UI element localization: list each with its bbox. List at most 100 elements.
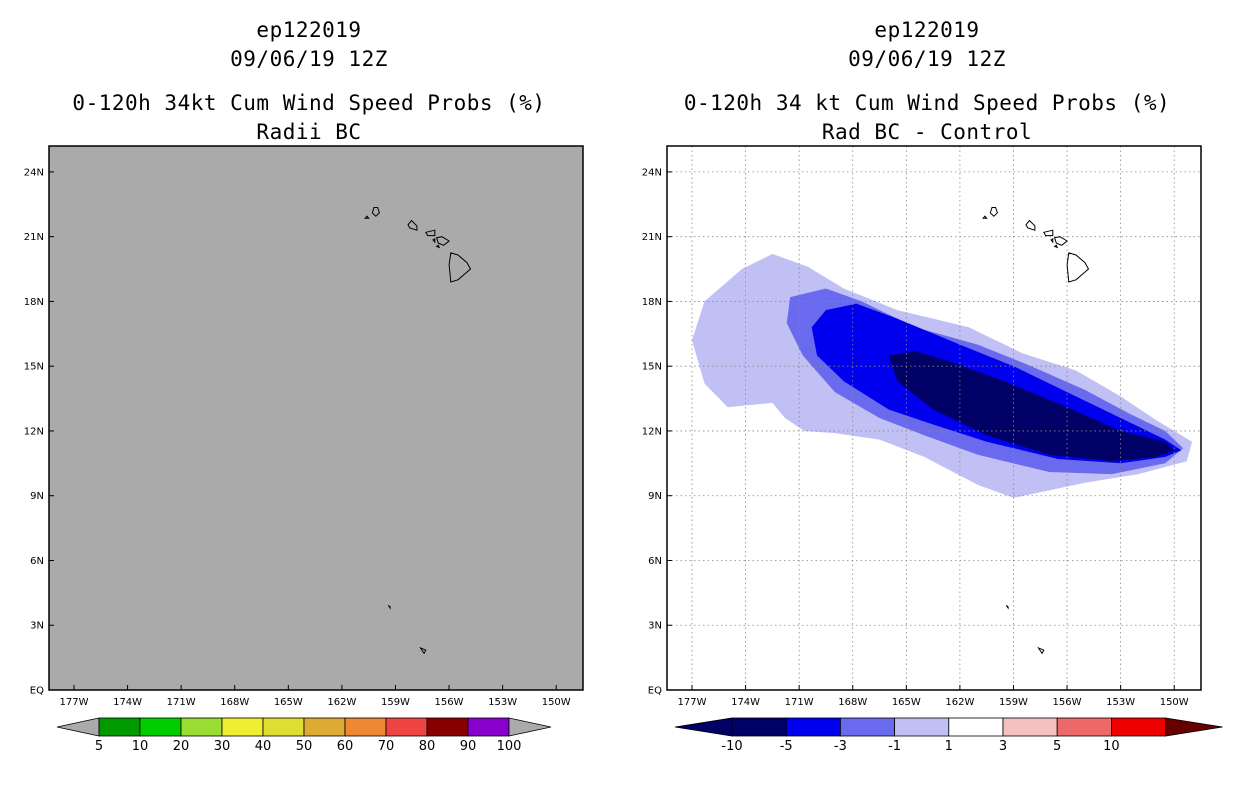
x-tick-label: 177W — [678, 697, 707, 708]
y-tick-label: 12N — [642, 426, 662, 437]
colorbar-label: 10 — [132, 739, 149, 754]
island-outline — [1053, 244, 1059, 249]
colorbar-swatch — [303, 717, 346, 737]
x-tick-label: 156W — [435, 697, 464, 708]
colorbar-swatch — [948, 717, 1004, 737]
contour-3 — [888, 351, 1175, 462]
colorbar-label: 70 — [378, 739, 395, 754]
y-tick-label: 9N — [30, 491, 44, 502]
x-tick-label: 174W — [113, 697, 142, 708]
colorbar-swatch — [180, 717, 223, 737]
colorbar-label: 90 — [460, 739, 477, 754]
colorbar-high-triangle — [508, 717, 552, 737]
island-outline — [435, 236, 450, 246]
x-tick-label: 159W — [999, 697, 1028, 708]
x-tick-label: 150W — [542, 697, 571, 708]
right-contour-group — [692, 253, 1193, 498]
y-tick-label: 15N — [642, 362, 662, 373]
y-tick-label: 18N — [24, 297, 44, 308]
colorbar-swatch — [344, 717, 387, 737]
y-tick-label: EQ — [30, 686, 44, 697]
island-outline — [1025, 219, 1036, 231]
x-tick-label: 177W — [60, 697, 89, 708]
x-tick-label: 153W — [1106, 697, 1135, 708]
island-outline — [387, 605, 391, 610]
colorbar-swatch — [731, 717, 787, 737]
colorbar-swatch — [221, 717, 264, 737]
x-tick-label: 168W — [220, 697, 249, 708]
x-tick-label: 156W — [1053, 697, 1082, 708]
island-outline — [432, 237, 436, 244]
colorbar-swatch — [139, 717, 182, 737]
left-datetime: 09/06/19 12Z — [230, 47, 388, 71]
island-outline — [448, 252, 472, 283]
y-tick-label: 3N — [30, 621, 44, 632]
colorbar-swatch — [839, 717, 895, 737]
right-title: 0-120h 34 kt Cum Wind Speed Probs (%) — [683, 91, 1171, 115]
y-tick-label: 21N — [642, 232, 662, 243]
colorbar-label: 10 — [1103, 739, 1120, 754]
right-plot-frame — [666, 145, 1202, 691]
left-plot-area — [49, 146, 583, 690]
colorbar-swatch — [894, 717, 950, 737]
x-tick-label: 150W — [1160, 697, 1189, 708]
island-outline — [1050, 237, 1054, 244]
x-tick-label: 162W — [327, 697, 356, 708]
y-tick-label: 15N — [24, 362, 44, 373]
colorbar-label: -5 — [780, 739, 793, 754]
y-tick-label: 6N — [30, 556, 44, 567]
colorbar-label: 30 — [214, 739, 231, 754]
x-tick-label: 171W — [167, 697, 196, 708]
colorbar-label: 1 — [945, 739, 953, 754]
colorbar-label: 5 — [95, 739, 103, 754]
y-tick-label: 24N — [642, 167, 662, 178]
right-storm-id: ep122019 — [874, 18, 980, 42]
island-outline — [419, 646, 427, 655]
x-tick-label: 162W — [945, 697, 974, 708]
left-title: 0-120h 34kt Cum Wind Speed Probs (%) — [72, 91, 546, 115]
colorbar-swatch — [785, 717, 841, 737]
right-datetime: 09/06/19 12Z — [848, 47, 1006, 71]
colorbar-label: 60 — [337, 739, 354, 754]
colorbar-label: 80 — [419, 739, 436, 754]
colorbar-swatch — [1002, 717, 1058, 737]
x-tick-label: 171W — [785, 697, 814, 708]
right-panel: ep122019 09/06/19 12Z 0-120h 34 kt Cum W… — [618, 0, 1236, 800]
island-outline — [1005, 605, 1009, 610]
y-tick-label: 18N — [642, 297, 662, 308]
colorbar-label: 40 — [255, 739, 272, 754]
colorbar-label: -3 — [834, 739, 847, 754]
x-tick-label: 165W — [892, 697, 921, 708]
y-tick-label: 12N — [24, 426, 44, 437]
island-outline — [1066, 252, 1090, 283]
right-subtitle: Rad BC - Control — [821, 120, 1033, 144]
colorbar-high-triangle — [1165, 717, 1223, 737]
colorbar-swatch — [1056, 717, 1112, 737]
colorbar-low-triangle — [56, 717, 100, 737]
island-outline — [982, 215, 988, 219]
colorbar-label: 100 — [497, 739, 522, 754]
y-tick-label: 21N — [24, 232, 44, 243]
y-tick-label: 24N — [24, 167, 44, 178]
colorbar-swatch — [262, 717, 305, 737]
x-tick-label: 159W — [381, 697, 410, 708]
colorbar-low-triangle — [674, 717, 733, 737]
colorbar-label: 20 — [173, 739, 190, 754]
island-outline — [407, 219, 418, 231]
colorbar-label: 5 — [1053, 739, 1061, 754]
island-outline — [425, 229, 436, 237]
x-tick-label: 153W — [488, 697, 517, 708]
colorbar-swatch — [426, 717, 469, 737]
island-outline — [435, 244, 441, 249]
x-tick-label: 174W — [731, 697, 760, 708]
left-plot-frame — [48, 145, 584, 691]
y-tick-label: 6N — [648, 556, 662, 567]
colorbar-label: 50 — [296, 739, 313, 754]
colorbar-swatch — [385, 717, 428, 737]
x-tick-label: 168W — [838, 697, 867, 708]
island-outline — [989, 207, 998, 217]
island-outline — [371, 207, 380, 217]
colorbar-label: -1 — [888, 739, 901, 754]
colorbar-label: 3 — [999, 739, 1007, 754]
colorbar-swatch — [98, 717, 141, 737]
